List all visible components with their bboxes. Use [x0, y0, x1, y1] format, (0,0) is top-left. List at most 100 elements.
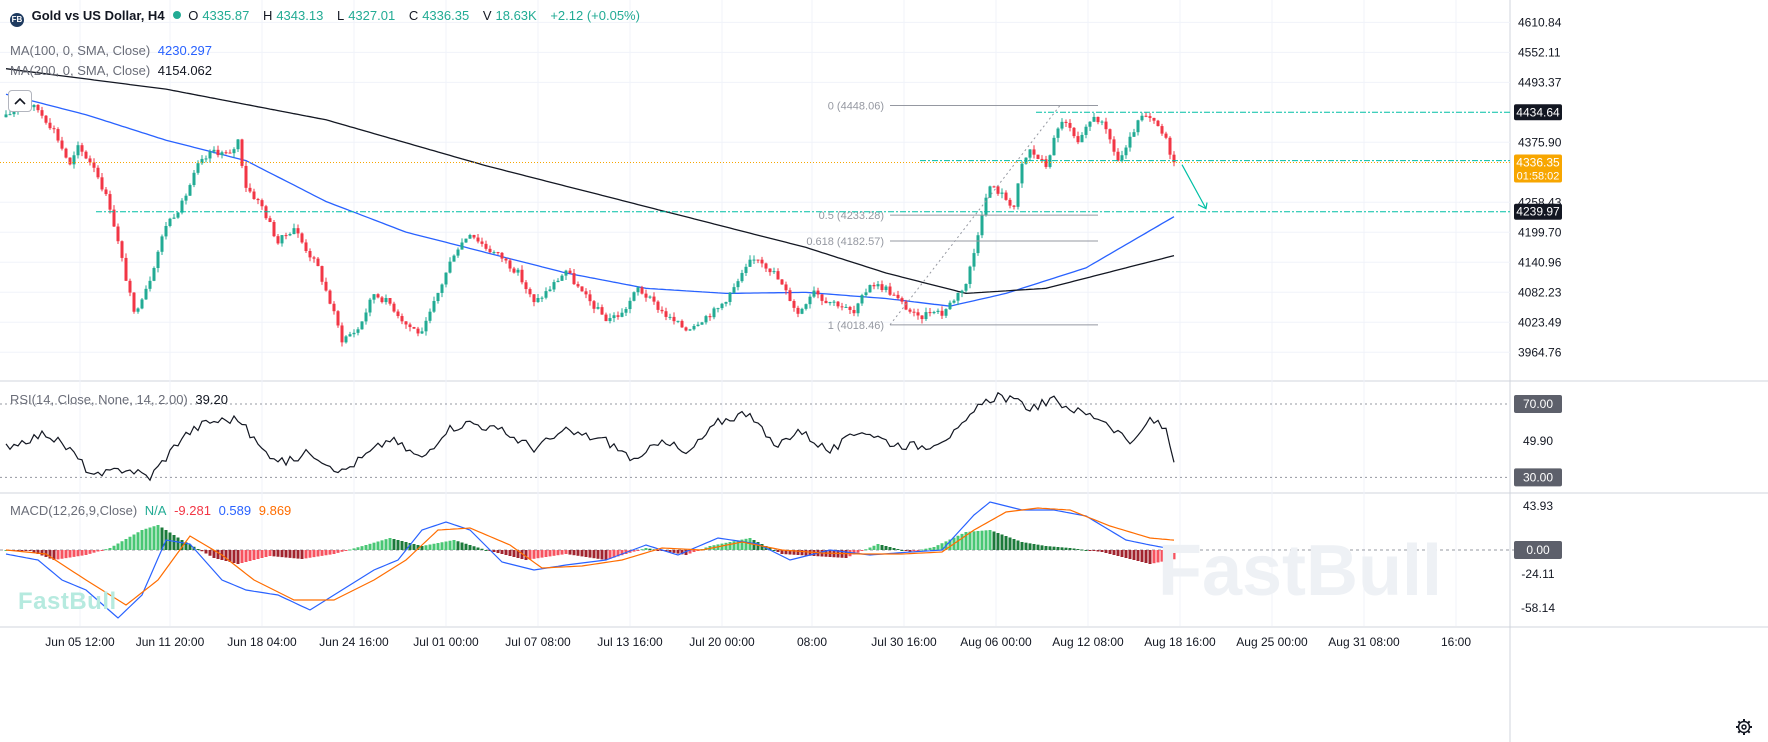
ma100-legend[interactable]: MA(100, 0, SMA, Close) 4230.297: [10, 43, 216, 58]
candle-body: [696, 324, 700, 327]
candle-body: [356, 329, 360, 333]
close-value: 4336.35: [422, 8, 470, 23]
macd-histogram-bar: [440, 542, 444, 550]
candle-body: [672, 316, 676, 322]
macd-histogram-bar: [372, 542, 376, 550]
candle-body: [392, 303, 396, 312]
macd-histogram-bar: [420, 546, 424, 550]
macd-histogram-bar: [860, 550, 864, 551]
macd-histogram-bar: [472, 546, 476, 550]
open-value: 4335.87: [202, 8, 250, 23]
candle-body: [1124, 147, 1128, 156]
candle-body: [884, 286, 888, 290]
macd-histogram-bar: [720, 543, 724, 550]
candle-body: [332, 303, 336, 312]
macd-histogram-bar: [512, 550, 516, 557]
candle-body: [988, 186, 992, 198]
candle-body: [636, 287, 640, 293]
candle-body: [692, 326, 696, 330]
macd-histogram-bar: [1100, 550, 1104, 552]
macd-histogram-bar: [880, 545, 884, 550]
macd-histogram-bar: [960, 533, 964, 550]
macd-legend[interactable]: MACD(12,26,9,Close) N/A -9.281 0.589 9.8…: [10, 503, 295, 518]
macd-histogram-bar: [468, 545, 472, 550]
candle-body: [892, 294, 896, 296]
macd-histogram-bar: [1052, 546, 1056, 550]
candle-body: [680, 320, 684, 328]
macd-histogram-bar: [456, 541, 460, 550]
macd-histogram-bar: [180, 540, 184, 550]
candle-body: [168, 218, 172, 226]
macd-signal-value: 9.869: [258, 503, 292, 518]
candle-body: [1092, 116, 1096, 122]
fib-level-label: 0.618 (4182.57): [806, 236, 884, 248]
macd-histogram-bar: [548, 550, 552, 557]
candle-body: [676, 320, 680, 322]
candle-body: [832, 301, 836, 303]
macd-histogram-bar: [96, 550, 100, 552]
candle-body: [1040, 158, 1044, 160]
candle-body: [632, 292, 636, 301]
macd-histogram-bar: [1028, 543, 1032, 550]
price-tick-label: 4552.11: [1518, 45, 1561, 59]
settings-button[interactable]: [1733, 716, 1755, 738]
rsi-legend[interactable]: RSI(14, Close, None, 14, 2.00) 39.20: [10, 392, 232, 407]
rsi-level-label: 30.00: [1523, 470, 1553, 484]
candle-body: [596, 307, 600, 309]
price-tick-label: 3964.76: [1518, 345, 1562, 359]
macd-histogram-bar: [308, 550, 312, 558]
macd-histogram-bar: [964, 532, 968, 550]
candle-body: [624, 309, 628, 313]
ma200-line: [5, 68, 1175, 295]
candle-body: [520, 269, 524, 283]
time-tick-label: Jun 24 16:00: [319, 635, 389, 649]
candle-body: [464, 238, 468, 243]
candle-body: [144, 288, 148, 300]
macd-histogram-bar: [160, 527, 164, 550]
candle-body: [136, 308, 140, 312]
candle-body: [640, 287, 644, 294]
candle-body: [956, 292, 960, 301]
macd-histogram-bar: [856, 550, 860, 553]
macd-histogram-bar: [888, 547, 892, 550]
time-tick-label: Aug 18 16:00: [1144, 635, 1216, 649]
fib-level-label: 0 (4448.06): [828, 100, 884, 112]
collapse-legend-button[interactable]: [8, 90, 32, 112]
candle-body: [600, 307, 604, 315]
ma200-legend[interactable]: MA(200, 0, SMA, Close) 4154.062: [10, 63, 216, 78]
macd-histogram-bar: [912, 550, 916, 552]
candle-body: [888, 286, 892, 295]
candle-body: [752, 259, 756, 261]
macd-histogram-bar: [904, 550, 908, 551]
macd-tick-label: 43.93: [1523, 499, 1553, 513]
macd-histogram-bar: [116, 543, 120, 550]
candle-body: [860, 295, 864, 304]
candle-body: [996, 186, 1000, 194]
candle-body: [592, 301, 596, 309]
macd-histogram-bar: [188, 544, 192, 550]
macd-histogram-bar: [868, 547, 872, 550]
candle-body: [616, 315, 620, 317]
candle-body: [256, 199, 260, 201]
macd-histogram-bar: [676, 550, 680, 554]
candle-body: [84, 151, 88, 159]
candle-body: [368, 299, 372, 313]
symbol-title[interactable]: Gold vs US Dollar, H4: [31, 8, 165, 23]
macd-histogram-bar: [656, 550, 660, 551]
fastbull-watermark: FastBull: [1158, 531, 1442, 611]
macd-histogram-bar: [404, 542, 408, 550]
resistance-price-label-bg: [1514, 104, 1562, 121]
candle-body: [1012, 205, 1016, 207]
candle-body: [760, 259, 764, 264]
candle-body: [1044, 159, 1048, 167]
candle-body: [1152, 117, 1156, 121]
macd-histogram-bar: [212, 550, 216, 558]
macd-histogram-bar: [500, 550, 504, 554]
candle-body: [44, 115, 48, 123]
macd-histogram-bar: [276, 550, 280, 557]
macd-histogram-bar: [200, 550, 204, 552]
macd-histogram-bar: [76, 550, 80, 557]
macd-histogram-bar: [108, 548, 112, 550]
